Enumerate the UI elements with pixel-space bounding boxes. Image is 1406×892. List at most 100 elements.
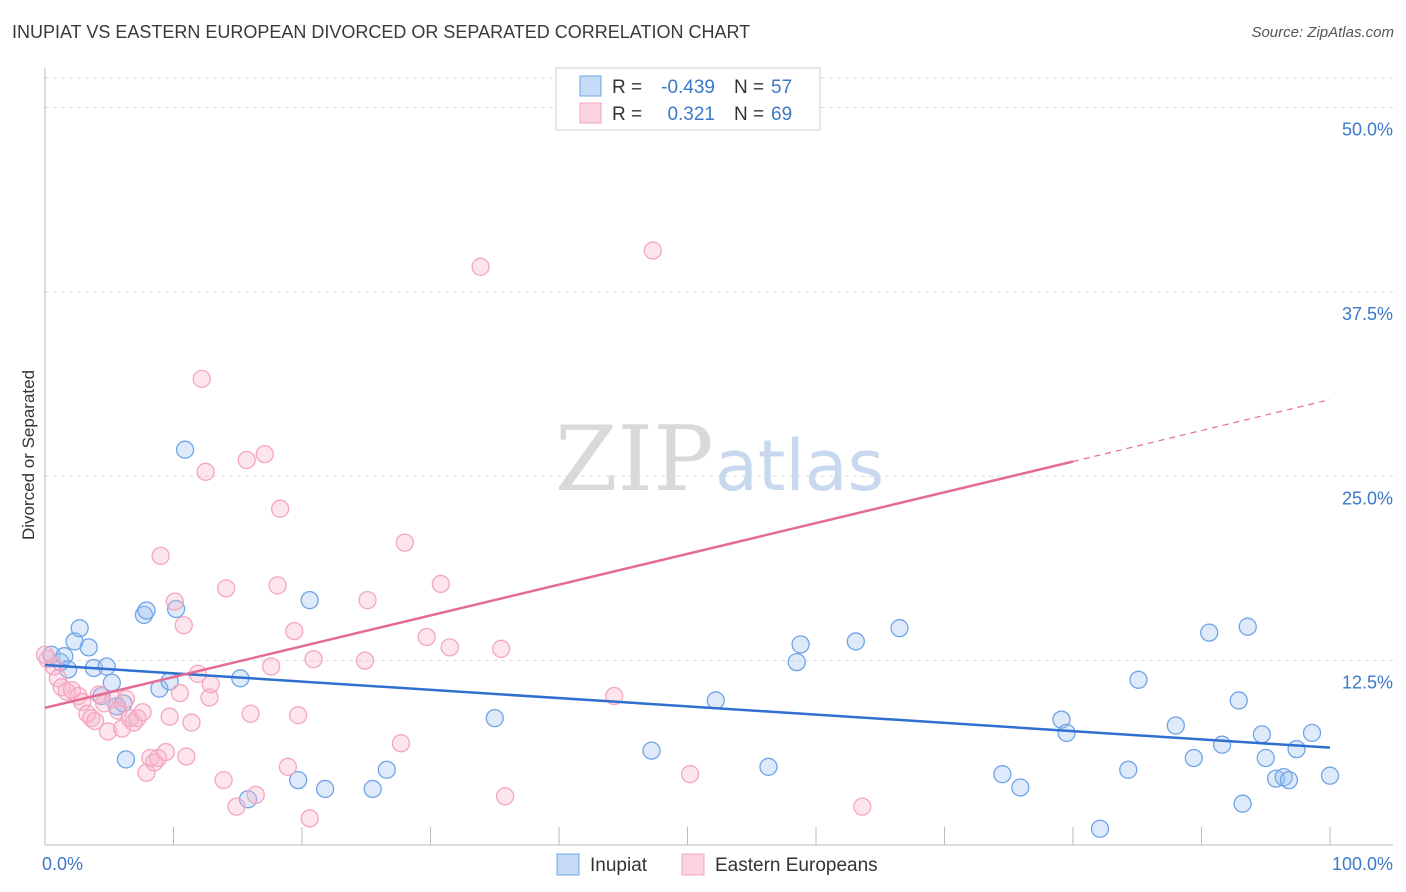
inupiat-point [1287,739,1306,759]
eastern-european-point [196,462,215,481]
inupiat-point [166,599,186,619]
eastern-european-point [182,713,201,732]
bottom-legend-swatch-inupiat [556,853,580,876]
legend-r-value: 0.321 [667,104,715,125]
eastern-european-point [300,809,319,828]
eastern-european-point [288,706,308,725]
eastern-european-trend-extension [1072,398,1331,463]
eastern-european-point [495,787,515,806]
inupiat-point [846,632,865,651]
inupiat-point [1302,723,1322,743]
eastern-european-point [680,765,700,784]
inupiat-point [1233,794,1252,813]
eastern-european-point [237,450,256,470]
inupiat-point [315,779,335,799]
eastern-european-point [35,645,55,664]
eastern-european-point [268,576,287,595]
inupiat-point [1119,760,1138,779]
eastern-european-point [217,579,236,598]
grid-lines [45,77,1393,662]
eastern-european-point [192,369,211,389]
inupiat-point [175,440,195,459]
eastern-european-point [358,591,377,610]
eastern-european-point [128,709,147,728]
eastern-european-point [271,499,290,518]
eastern-european-point [85,711,105,731]
eastern-european-point [200,688,219,707]
inupiat-trend-line [44,663,1331,749]
eastern-european-point [98,722,118,741]
x-tick-label: 100.0% [1332,854,1393,874]
eastern-european-point [391,734,411,753]
watermark-zip: ZIP [555,407,714,512]
eastern-european-trend-line [44,460,1074,710]
inupiat-point [137,601,156,620]
inupiat-point [1320,766,1340,785]
legend-swatch-inupiat [579,75,602,97]
inupiat-point [1252,725,1272,744]
inupiat-point [1279,770,1299,790]
eastern-european-point [151,546,170,566]
legend-swatch-eastern-europeans [579,102,602,124]
inupiat-point [1229,691,1248,710]
eastern-european-point [201,675,220,694]
eastern-european-point [170,683,190,703]
eastern-european-point [133,703,152,722]
eastern-european-point [853,797,872,816]
source-label: Source: ZipAtlas.com [1251,24,1394,41]
eastern-european-point [304,650,323,669]
inupiat-point [1166,716,1185,735]
chart-title: INUPIAT VS EASTERN EUROPEAN DIVORCED OR … [12,22,751,42]
inupiat-point [377,760,396,779]
eastern-european-point [417,627,436,647]
inupiat-point [116,750,136,769]
inupiat-point [363,779,382,799]
eastern-european-point [160,707,179,726]
eastern-european-point [492,639,511,658]
inupiat-point [485,709,504,728]
y-tick-label: 25.0% [1342,488,1393,508]
eastern-european-point [355,651,375,670]
axes [44,68,1393,846]
inupiat-point [97,657,116,676]
eastern-european-point [214,770,233,790]
inupiat-point [706,691,725,710]
legend-r-label: R = [612,77,642,98]
inupiat-point [993,765,1012,784]
inupiat-point [890,619,909,638]
inupiat-point [70,619,89,638]
eastern-european-point [246,785,265,804]
y-tick-label: 37.5% [1342,304,1393,324]
tick-labels: 12.5% 25.0% 37.5% 50.0% 0.0% 100.0% [42,120,1393,875]
bottom-legend-eastern-europeans: Eastern Europeans [715,855,878,876]
inupiat-point [1090,819,1110,838]
inupiat-point [1129,670,1148,689]
eastern-european-point [643,241,662,260]
bottom-legend-swatch-eastern-europeans [681,853,705,876]
inupiat-point [1256,748,1275,768]
inupiat-point [288,770,308,790]
eastern-european-point [285,621,304,641]
eastern-european-point [278,757,298,776]
inupiat-point [79,638,98,657]
eastern-european-point [165,592,184,611]
inupiat-point [1274,768,1293,787]
eastern-european-point [227,797,246,816]
eastern-european-point [48,669,67,688]
inupiat-point [1011,778,1030,797]
legend-box: R = -0.439 N = 57 R = 0.321 N = 69 [555,67,821,131]
eastern-european-point [116,689,136,709]
inupiat-point [1238,617,1257,636]
eastern-european-point [431,574,450,594]
legend-n-value: 57 [771,77,792,98]
eastern-european-point [241,704,260,723]
inupiat-point [1212,735,1232,754]
y-tick-label: 50.0% [1342,120,1393,140]
bottom-legend-inupiat: Inupiat [590,855,648,876]
eastern-european-point [395,533,414,552]
inupiat-point [787,652,806,672]
bottom-legend: Inupiat Eastern Europeans [556,853,878,876]
y-tick-label: 12.5% [1342,673,1393,693]
data-points [35,241,1340,838]
